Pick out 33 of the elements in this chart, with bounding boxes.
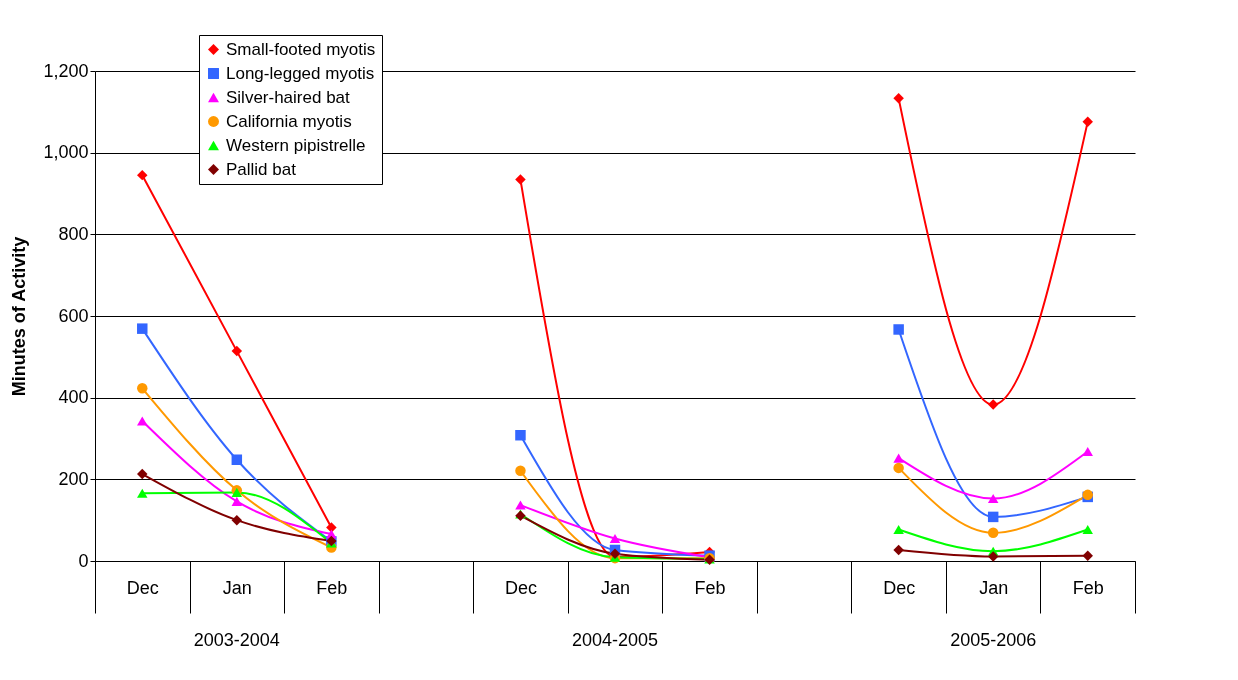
- y-tick-label: 800: [58, 223, 89, 244]
- legend-label: Small-footed myotis: [226, 39, 376, 59]
- x-tick-label: Feb: [1072, 577, 1104, 598]
- y-tick-label: 200: [58, 468, 89, 489]
- x-tick-label: Feb: [316, 577, 348, 598]
- text: 2004-2005: [571, 630, 659, 650]
- legend-label: Pallid bat: [226, 159, 297, 179]
- x-tick-label: Jan: [600, 577, 631, 598]
- y-axis-title: Minutes of Activity: [9, 236, 30, 397]
- point: [1082, 550, 1093, 561]
- point: [987, 551, 999, 562]
- x-tick-label: Dec: [504, 577, 537, 598]
- legend-label: California myotis: [226, 111, 352, 131]
- point: [893, 93, 904, 104]
- legend-label: Silver-haired bat: [226, 87, 351, 107]
- y-tick-label: 1,000: [43, 142, 89, 163]
- legend-label: Western pipistrelle: [226, 135, 366, 155]
- y-tick-label: 0: [78, 550, 89, 571]
- text: 2003-2004: [193, 630, 280, 650]
- text: 2005-2006: [950, 630, 1037, 650]
- x-tick-label: Dec: [883, 577, 916, 598]
- y-tick-label: 400: [58, 387, 89, 408]
- point: [987, 399, 999, 410]
- point: [893, 324, 904, 335]
- x-tick-label: Dec: [126, 577, 159, 598]
- point: [1082, 116, 1093, 127]
- point: [987, 511, 999, 523]
- x-tick-label: Feb: [694, 577, 726, 598]
- y-tick-label: 600: [58, 305, 89, 326]
- x-tick-label: Jan: [979, 577, 1009, 598]
- y-tick-label: 1,200: [43, 60, 89, 81]
- x-tick-label: Jan: [222, 577, 252, 598]
- legend-label: Long-legged myotis: [226, 63, 375, 83]
